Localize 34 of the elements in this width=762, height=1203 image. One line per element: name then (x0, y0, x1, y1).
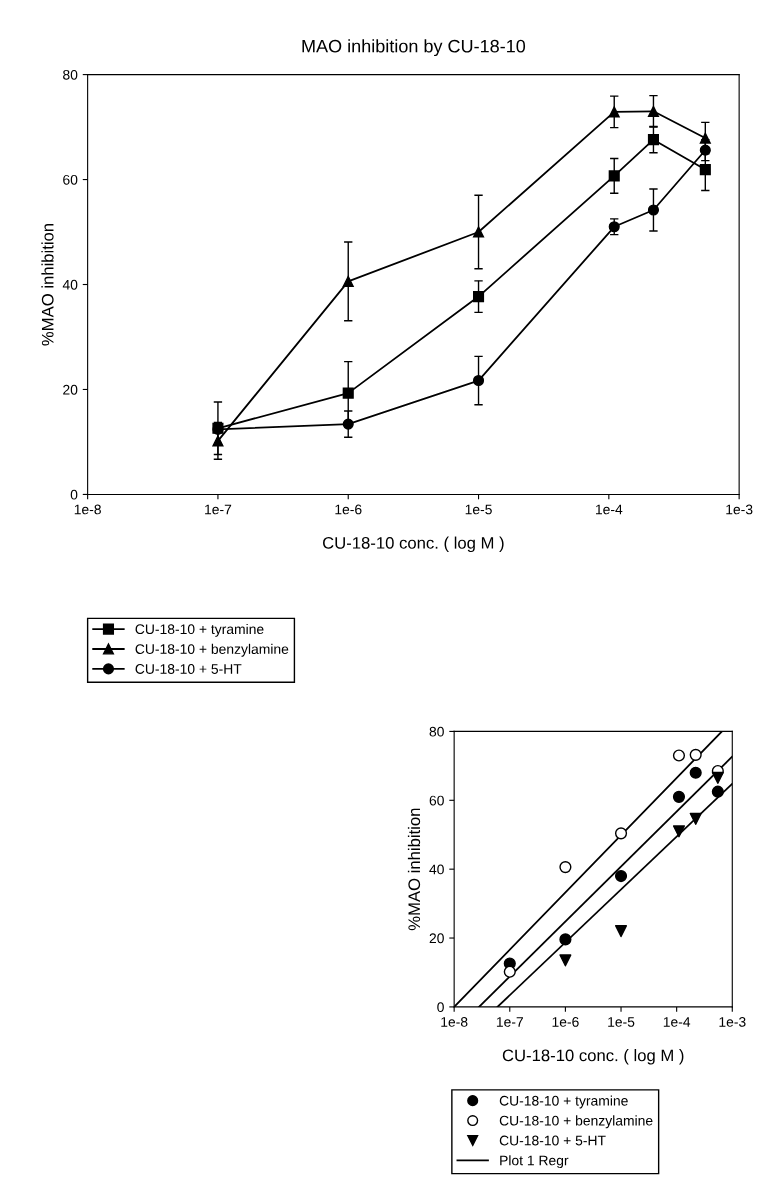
y-tick-label: 20 (63, 384, 78, 395)
x-axis-title: CU-18-10 conc. ( log M ) (502, 1049, 684, 1065)
y-tick-label: 40 (429, 864, 444, 875)
x-tick-label: 1e-7 (205, 504, 232, 515)
x-tick-label: 1e-5 (608, 1017, 635, 1027)
x-tick-label: 1e-6 (552, 1017, 579, 1027)
legend-label: CU-18-10 + benzylamine (499, 1115, 653, 1129)
legend-label: CU-18-10 + tyramine (499, 1095, 628, 1109)
chart-title: MAO inhibition by CU-18-10 (302, 39, 526, 57)
y-axis-title: %MAO inhibition (41, 223, 54, 346)
x-tick-label: 1e-3 (719, 1017, 746, 1027)
legend-label: CU-18-10 + 5-HT (135, 664, 242, 674)
y-tick-label: 0 (70, 489, 78, 500)
x-tick-label: 1e-4 (663, 1017, 691, 1027)
x-tick-label: 1e-8 (441, 1017, 468, 1027)
x-tick-label: 1e-5 (465, 504, 492, 515)
y-tick-label: 80 (63, 69, 78, 80)
x-tick-label: 1e-3 (726, 504, 753, 515)
y-tick-label: 80 (429, 726, 444, 737)
legend-label: CU-18-10 + benzylamine (135, 643, 289, 657)
y-tick-label: 40 (62, 279, 78, 290)
legend-label: CU-18-10 + 5-HT (499, 1135, 606, 1146)
x-tick-label: 1e-8 (74, 504, 101, 515)
legend-label: CU-18-10 + tyramine (135, 623, 264, 637)
y-axis-title: %MAO inhibition (407, 808, 421, 931)
x-tick-label: 1e-7 (496, 1017, 523, 1027)
y-tick-label: 60 (63, 174, 78, 185)
legend-label: Plot 1 Regr (500, 1155, 569, 1169)
x-tick-label: 1e-4 (596, 504, 623, 515)
y-tick-label: 0 (437, 1002, 444, 1013)
x-axis-title: CU-18-10 conc. ( log M ) (323, 536, 504, 553)
y-tick-label: 20 (429, 933, 444, 944)
y-tick-label: 60 (429, 795, 444, 806)
x-tick-label: 1e-6 (335, 504, 362, 515)
